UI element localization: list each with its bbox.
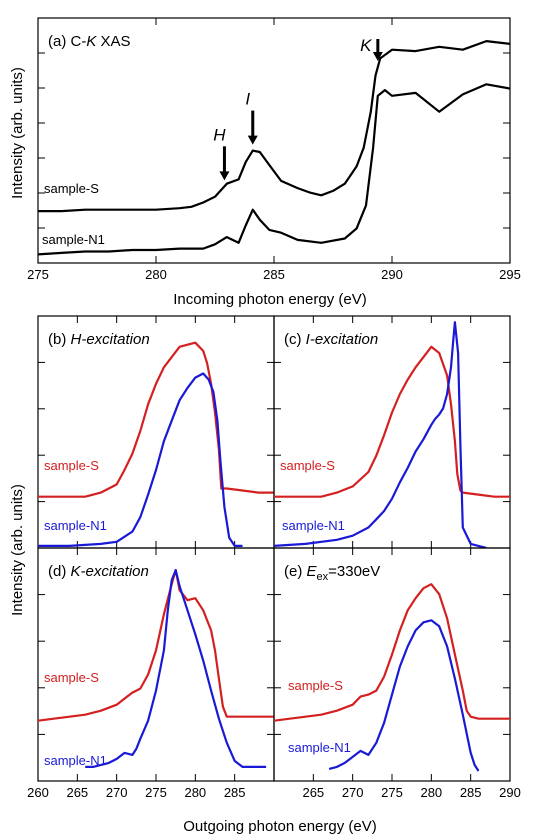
x-tick-label: 285 xyxy=(224,785,246,800)
x-tick-label: 265 xyxy=(302,785,324,800)
series-line-sample-S xyxy=(38,568,274,722)
title-italic: K-excitation xyxy=(71,563,149,580)
panel-title: (a) C-K XAS xyxy=(48,33,131,50)
series-line-sample-S xyxy=(274,345,510,498)
x-tick-label: 285 xyxy=(263,267,285,282)
bottom-y-axis-label: Intensity (arb. units) xyxy=(9,484,26,616)
panel-b-frame xyxy=(37,315,275,549)
x-tick-label: 290 xyxy=(381,267,403,282)
bottom-x-axis-label: Outgoing photon energy (eV) xyxy=(183,818,376,835)
panel-a-frame xyxy=(37,17,511,264)
series-line-sample-N1 xyxy=(38,83,510,256)
series-label: sample-N1 xyxy=(44,753,107,768)
x-tick-label: 280 xyxy=(145,267,167,282)
x-tick-label: 290 xyxy=(499,785,521,800)
arrow-head xyxy=(247,135,258,145)
panel-c: sample-S sample-N1 (c) I-excitation xyxy=(273,315,511,549)
x-tick-label: 275 xyxy=(145,785,167,800)
title-prefix: (a) C- xyxy=(48,33,86,50)
arrow-label: H xyxy=(213,125,226,144)
title-prefix: (e) xyxy=(284,563,307,580)
x-tick-label: 275 xyxy=(27,267,49,282)
x-tick-label: 280 xyxy=(420,785,442,800)
arrow-label: K xyxy=(360,36,372,55)
title-italic: I-excitation xyxy=(306,331,379,348)
panel-d: 260 265 270 275 280 285 sample-S sample-N1 (d) K… xyxy=(27,547,275,800)
title-suffix: =330eV xyxy=(328,563,380,580)
arrow-head xyxy=(219,171,230,181)
series-label: sample-N1 xyxy=(282,518,345,533)
series-label: sample-S xyxy=(44,670,99,685)
series-label: sample-N1 xyxy=(288,740,351,755)
series-label: sample-S xyxy=(44,458,99,473)
series-line-sample-N1 xyxy=(274,321,487,548)
panel-b: sample-S sample-N1 (b) H-excitation xyxy=(37,315,275,549)
panel-a: 275 280 285 290 295 sample-S sample-N1 (a) C-K … xyxy=(27,17,521,282)
series-label: sample-N1 xyxy=(44,518,107,533)
series-line-sample-N1 xyxy=(328,619,480,772)
x-tick-label: 285 xyxy=(460,785,482,800)
panel-title: (c) I-excitation xyxy=(284,331,378,348)
title-italic: K xyxy=(86,33,97,50)
x-tick-label: 275 xyxy=(381,785,403,800)
series-label: sample-S xyxy=(288,678,343,693)
title-prefix: (d) xyxy=(48,563,71,580)
title-italic: E xyxy=(307,563,318,580)
series-label: sample-S xyxy=(44,181,99,196)
x-tick-label: 280 xyxy=(184,785,206,800)
panel-title: (d) K-excitation xyxy=(48,563,149,580)
series-line-sample-N1 xyxy=(85,568,267,769)
series-line-sample-N1 xyxy=(38,372,243,548)
series-line-sample-S xyxy=(274,583,510,722)
panel-c-frame xyxy=(273,315,511,549)
title-italic: H-excitation xyxy=(71,331,150,348)
chart-panels: 275 280 285 290 295 sample-S sample-N1 (a) C-K … xyxy=(27,17,521,800)
panel-e: 265 270 275 280 285 290 sample-S sample-N1 (e) E… xyxy=(273,547,521,800)
title-prefix: (b) xyxy=(48,331,71,348)
series-label: sample-N1 xyxy=(42,232,105,247)
panel-title: (b) H-excitation xyxy=(48,331,150,348)
x-tick-label: 295 xyxy=(499,267,521,282)
title-prefix: (c) xyxy=(284,331,306,348)
x-tick-label: 260 xyxy=(27,785,49,800)
top-y-axis-label: Intensity (arb. units) xyxy=(9,67,26,199)
panel-title: (e) Eex=330eV xyxy=(284,563,380,583)
top-x-axis-label: Incoming photon energy (eV) xyxy=(173,291,366,308)
title-subscript: ex xyxy=(317,571,329,583)
panel-d-frame xyxy=(37,547,275,782)
series-line-sample-S xyxy=(38,341,274,498)
series-label: sample-S xyxy=(280,458,335,473)
series-line-sample-S xyxy=(38,39,510,213)
x-tick-label: 265 xyxy=(66,785,88,800)
arrow-label: I xyxy=(245,90,250,109)
title-suffix: XAS xyxy=(96,33,130,50)
x-tick-label: 270 xyxy=(106,785,128,800)
arrow-head xyxy=(372,52,383,61)
x-tick-label: 270 xyxy=(342,785,364,800)
